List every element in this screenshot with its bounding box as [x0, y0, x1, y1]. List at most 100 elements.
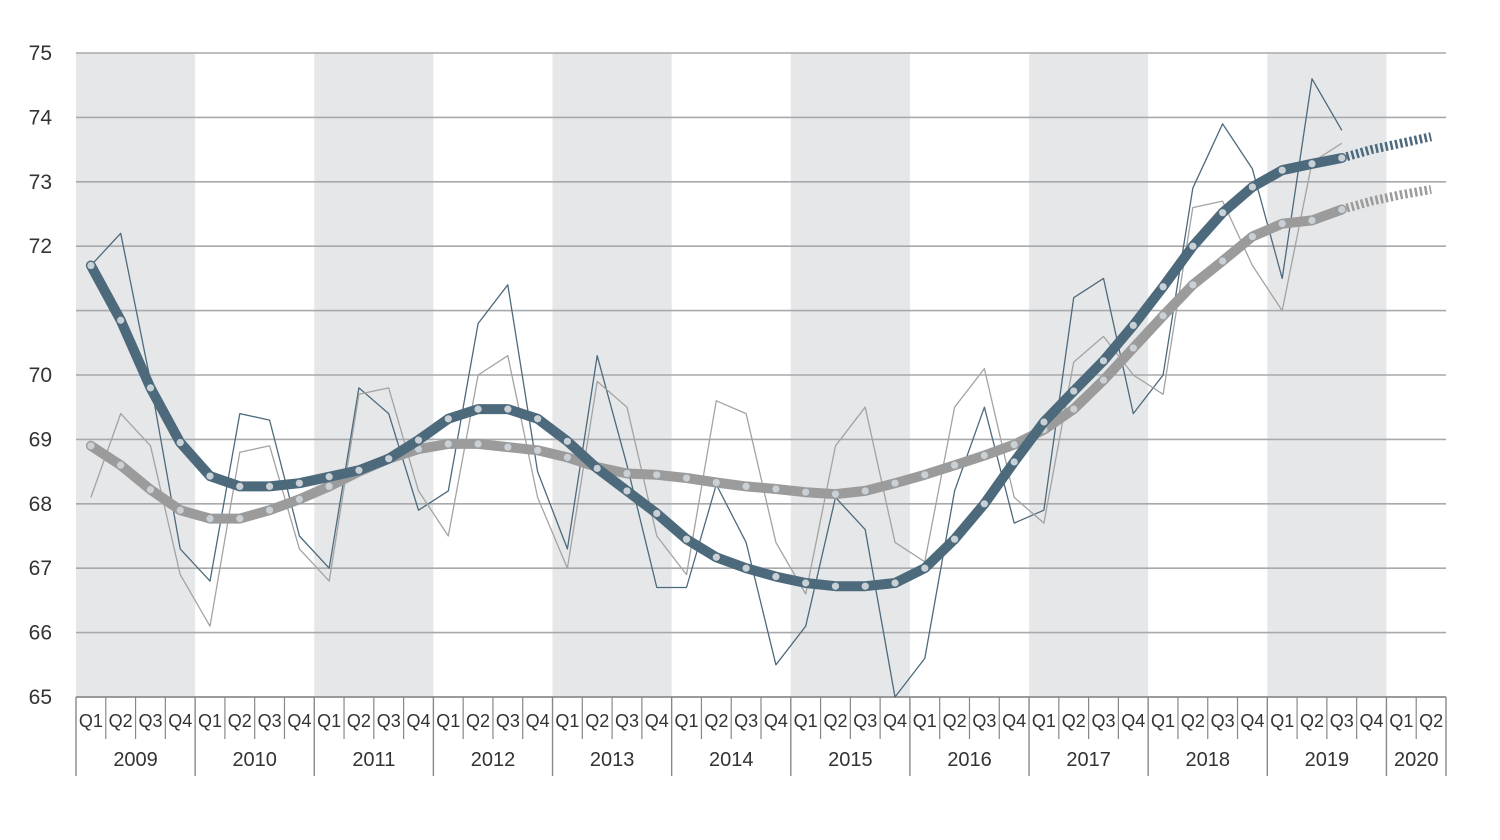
x-tick-label-quarter: Q4	[883, 711, 907, 731]
x-tick-label-quarter: Q3	[853, 711, 877, 731]
x-tick-label-quarter: Q1	[436, 711, 460, 731]
series-point	[176, 506, 184, 514]
series-point	[117, 316, 125, 324]
x-tick-label-quarter: Q3	[496, 711, 520, 731]
series-point	[980, 500, 988, 508]
series-point	[1278, 166, 1286, 174]
x-tick-label-quarter: Q3	[258, 711, 282, 731]
series-point	[236, 482, 244, 491]
series-point	[504, 443, 512, 451]
series-point	[534, 415, 542, 423]
x-tick-label-quarter: Q2	[1300, 711, 1324, 731]
y-tick-label: 69	[29, 428, 52, 451]
series-point	[206, 472, 214, 480]
x-tick-label-year: 2016	[947, 749, 992, 771]
series-point	[950, 535, 959, 543]
x-tick-label-quarter: Q4	[645, 711, 669, 731]
series-point	[653, 471, 661, 479]
series-point	[1308, 160, 1316, 168]
series-point	[831, 490, 840, 498]
series-point	[563, 437, 572, 445]
y-tick-label: 68	[29, 493, 52, 516]
x-tick-label-quarter: Q3	[615, 711, 639, 731]
series-forecast-3	[1340, 185, 1432, 214]
series-point	[236, 515, 244, 523]
x-tick-label-year: 2011	[352, 749, 395, 771]
x-tick-label-quarter: Q2	[704, 711, 728, 731]
x-tick-label-quarter: Q4	[1121, 711, 1145, 731]
series-point	[563, 453, 572, 462]
series-point	[1099, 357, 1108, 365]
x-tick-label-quarter: Q4	[168, 711, 192, 731]
x-tick-label-quarter: Q4	[287, 711, 311, 731]
x-tick-label-quarter: Q2	[1062, 711, 1086, 731]
series-point	[1189, 242, 1197, 250]
x-tick-label-quarter: Q2	[109, 711, 133, 731]
series-point	[1070, 387, 1078, 395]
x-tick-label-quarter: Q1	[675, 711, 699, 731]
series-point	[712, 478, 720, 487]
series-point	[117, 461, 125, 469]
series-point	[474, 405, 482, 413]
series-point	[1308, 216, 1316, 225]
series-point	[265, 506, 274, 514]
series-point	[87, 442, 95, 450]
series-point	[742, 564, 750, 572]
x-tick-label-quarter: Q1	[317, 711, 341, 731]
x-tick-label-quarter: Q1	[1389, 711, 1413, 731]
series-point	[802, 579, 810, 587]
x-tick-label-quarter: Q1	[1151, 711, 1175, 731]
x-tick-label-quarter: Q3	[138, 711, 162, 731]
series-point	[534, 446, 542, 454]
series-point	[1219, 257, 1227, 265]
x-tick-label-year: 2010	[232, 749, 277, 771]
series-line-thin-1	[90, 142, 1343, 627]
y-tick-label: 70	[29, 364, 52, 387]
series-point	[623, 469, 631, 478]
x-tick-label-quarter: Q4	[526, 711, 550, 731]
series-line-trend-3	[85, 204, 1347, 524]
series-point	[921, 471, 929, 479]
x-tick-label-quarter: Q4	[406, 711, 430, 731]
y-tick-label: 65	[29, 686, 52, 709]
series-point	[742, 482, 750, 491]
x-tick-label-quarter: Q1	[1032, 711, 1056, 731]
series-point	[891, 479, 899, 487]
x-tick-label-quarter: Q1	[198, 711, 222, 731]
series-point	[265, 482, 274, 491]
series-point	[504, 405, 512, 413]
x-tick-label-quarter: Q3	[972, 711, 996, 731]
x-tick-label-quarter: Q2	[1181, 711, 1205, 731]
series-forecast-2	[1340, 132, 1433, 163]
series-point	[1129, 321, 1137, 330]
x-tick-label-year: 2019	[1305, 749, 1350, 771]
series-point	[921, 564, 929, 572]
series-point	[831, 582, 840, 590]
series-point	[593, 464, 601, 472]
x-tick-label-year: 2020	[1394, 749, 1439, 771]
series-point	[444, 415, 452, 423]
x-tick-label-year: 2015	[828, 749, 873, 771]
x-tick-label-quarter: Q1	[1270, 711, 1294, 731]
series-point	[1010, 458, 1018, 466]
series-point	[712, 553, 720, 561]
series-point	[980, 451, 988, 460]
series-point	[355, 466, 363, 474]
series-point	[1129, 344, 1137, 352]
x-tick-label-quarter: Q1	[79, 711, 103, 731]
series-point	[325, 482, 333, 491]
x-tick-label-year: 2009	[113, 749, 158, 771]
series-point	[146, 384, 155, 392]
x-tick-label-quarter: Q2	[943, 711, 967, 731]
series-point	[623, 487, 631, 495]
x-tick-label-quarter: Q1	[913, 711, 937, 731]
x-tick-label-quarter: Q2	[1419, 711, 1443, 731]
series-point	[861, 582, 869, 590]
series-point	[1010, 440, 1018, 449]
series-point	[1040, 418, 1048, 426]
y-tick-label: 66	[29, 622, 52, 645]
series-point	[1338, 205, 1346, 214]
series-point	[1070, 405, 1078, 413]
series-point	[1248, 183, 1257, 191]
